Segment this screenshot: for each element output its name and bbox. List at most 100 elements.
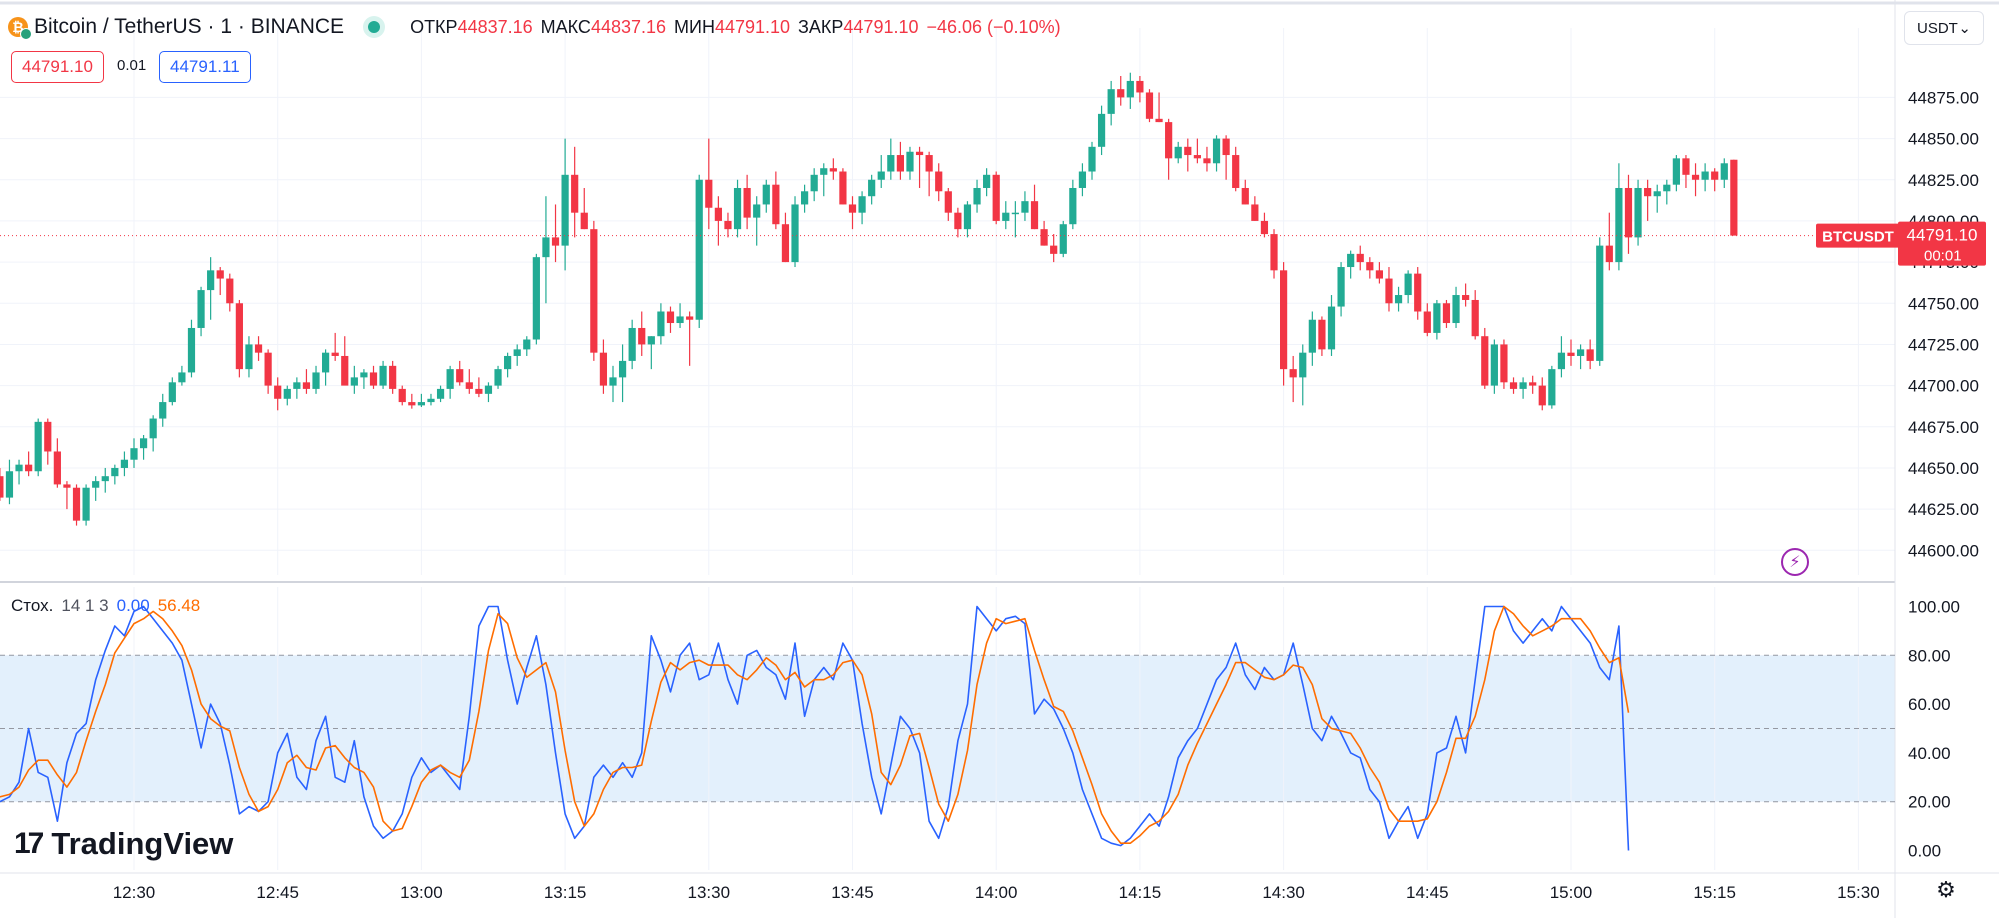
- tradingview-logo-text: TradingView: [51, 826, 234, 861]
- price-axis-tick-label: 44650.00: [1908, 459, 1979, 478]
- candle-up: [963, 204, 972, 230]
- bitcoin-icon: ₿: [8, 17, 32, 40]
- candle-up: [1078, 171, 1087, 188]
- candle-down: [1471, 299, 1479, 337]
- candle-down: [1222, 138, 1230, 156]
- candle-down: [839, 171, 847, 205]
- candle-up: [983, 174, 991, 188]
- candle-up: [906, 151, 914, 172]
- candle-down: [1145, 92, 1154, 119]
- candle-up: [1519, 382, 1527, 389]
- candle-up: [436, 388, 445, 399]
- candle-down: [599, 352, 608, 386]
- stoch-axis-tick-label: 0.00: [1908, 841, 1941, 860]
- candle-down: [456, 369, 464, 383]
- candle-down: [1270, 234, 1278, 271]
- candle-down: [1481, 336, 1489, 386]
- candle-up: [283, 388, 291, 399]
- candle-up: [1394, 295, 1403, 304]
- candle-down: [302, 382, 311, 389]
- candle-up: [139, 438, 148, 449]
- candle-down: [638, 327, 646, 345]
- candle-up: [609, 377, 617, 386]
- candle-up: [1327, 306, 1336, 350]
- candle-down: [1624, 187, 1633, 238]
- candle-down: [1730, 159, 1738, 236]
- stoch-axis-tick-label: 60.00: [1908, 695, 1951, 714]
- price-axis-tick-label: 44875.00: [1908, 88, 1979, 107]
- candle-up: [168, 382, 176, 403]
- candle-up: [417, 402, 425, 406]
- candle-up: [494, 369, 502, 386]
- symbol-title[interactable]: Bitcoin / TetherUS · 1 · BINANCE: [34, 15, 345, 38]
- tradingview-logo[interactable]: 17 TradingView: [14, 826, 233, 862]
- candle-down: [944, 191, 952, 213]
- candle-down: [1165, 122, 1173, 159]
- stochastic-legend[interactable]: Стох. 14 1 3 0.00 56.48: [11, 596, 200, 616]
- candle-down: [25, 464, 33, 472]
- candle-up: [1069, 187, 1077, 225]
- spread-value: 0.01: [117, 57, 147, 74]
- candle-up: [101, 476, 109, 482]
- stoch-name: Стох.: [11, 596, 54, 615]
- candle-down: [743, 187, 751, 218]
- stoch-axis-tick-label: 40.00: [1908, 744, 1951, 763]
- candle-up: [820, 168, 828, 175]
- candle-down: [53, 451, 61, 485]
- stoch-d-value: 56.48: [157, 596, 201, 615]
- gear-icon[interactable]: ⚙: [1936, 877, 1956, 902]
- candle-down: [1644, 187, 1652, 197]
- candle-down: [475, 388, 483, 394]
- candle-down: [848, 204, 857, 213]
- candle-up: [1011, 212, 1019, 215]
- candle-down: [1117, 89, 1125, 98]
- candle-up: [1404, 273, 1412, 296]
- candle-up: [1720, 163, 1728, 180]
- sell-button[interactable]: 44791.10: [11, 51, 104, 83]
- stoch-params: 14 1 3: [61, 596, 109, 615]
- candle-up: [877, 171, 885, 180]
- candle-up: [1490, 344, 1498, 386]
- symbol-header[interactable]: ₿ Bitcoin / TetherUS · 1 · BINANCE ОТКР 4…: [8, 9, 1061, 45]
- candle-up: [1576, 349, 1585, 356]
- candle-down: [1529, 382, 1537, 386]
- candle-down: [1414, 273, 1422, 312]
- high-label: МАКС: [540, 16, 591, 37]
- candle-down: [1711, 171, 1719, 180]
- candle-down: [1682, 158, 1690, 175]
- candle-down: [580, 212, 588, 230]
- open-value: 44837.16: [457, 16, 533, 37]
- candle-down: [1356, 253, 1364, 263]
- candle-up: [542, 237, 550, 258]
- currency-selector[interactable]: USDT ⌄: [1904, 11, 1984, 45]
- candle-down: [829, 168, 837, 172]
- candle-up: [120, 459, 129, 468]
- close-value: 44791.10: [843, 16, 919, 37]
- candle-down: [1462, 295, 1470, 300]
- candle-up: [887, 155, 895, 172]
- lightning-icon[interactable]: ⚡: [1781, 548, 1809, 576]
- candle-down: [590, 229, 598, 353]
- candle-down: [724, 220, 732, 230]
- time-axis-tick-label: 15:30: [1837, 883, 1880, 902]
- candle-up: [1212, 138, 1221, 164]
- candle-down: [264, 352, 272, 386]
- stoch-axis-tick-label: 80.00: [1908, 646, 1951, 665]
- candle-up: [657, 311, 665, 337]
- candle-up: [322, 352, 330, 373]
- candle-up: [801, 191, 809, 205]
- buy-button[interactable]: 44791.11: [159, 51, 251, 83]
- candle-down: [274, 385, 282, 399]
- candle-up: [1021, 201, 1029, 213]
- candle-up: [111, 467, 119, 477]
- stoch-d-line: [0, 605, 1630, 845]
- time-axis-tick-label: 12:30: [113, 883, 156, 902]
- candle-up: [379, 365, 387, 386]
- open-label: ОТКР: [410, 16, 458, 37]
- candle-up: [858, 196, 866, 213]
- candle-up: [1107, 89, 1115, 114]
- candle-down: [571, 174, 579, 213]
- candle-down: [398, 388, 406, 403]
- time-axis-tick-label: 13:00: [400, 883, 443, 902]
